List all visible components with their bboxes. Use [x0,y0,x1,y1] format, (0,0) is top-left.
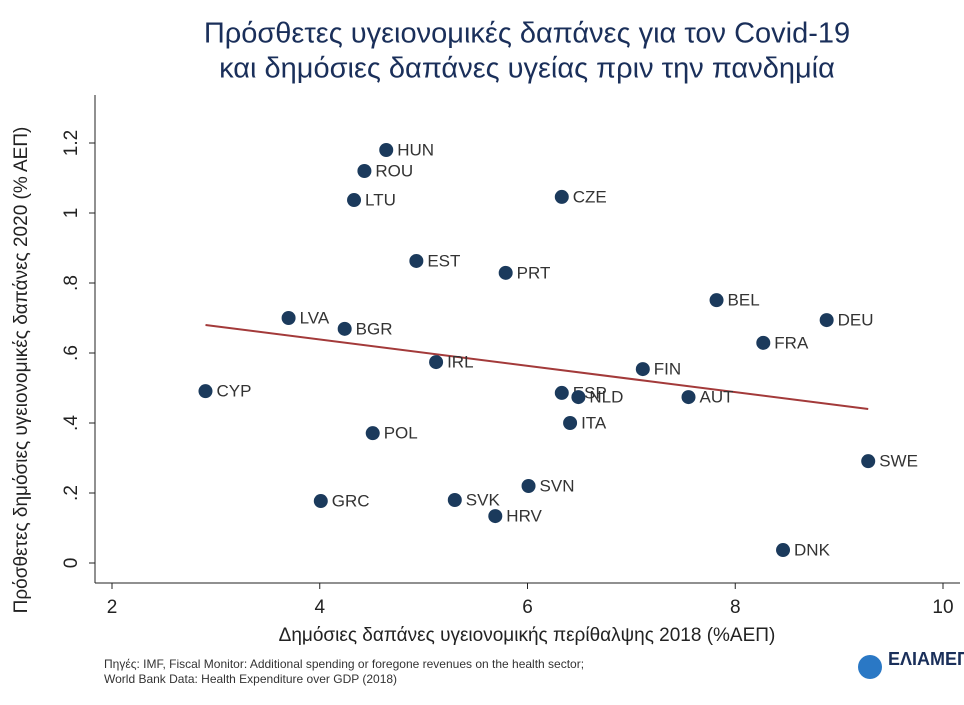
point [281,311,296,325]
point [554,189,569,204]
point-label: BGR [356,319,393,338]
x-axis-title: Δημόσιες δαπάνες υγειονομικής περίθαλψης… [279,625,776,646]
point-label: FRA [774,333,809,352]
point-label: PRT [517,263,551,282]
point [347,193,362,208]
point [313,494,328,509]
point [409,253,424,268]
point-label: AUT [700,388,734,407]
point [709,293,724,308]
point-label: FIN [654,360,681,379]
point-label: NLD [589,388,623,407]
point [337,321,352,336]
point-label: GRC [332,492,370,511]
y-tick-label: 1.2 [61,130,82,156]
x-tick-label: 8 [730,597,741,618]
point [861,454,876,469]
logo: ΕΛΙΑΜΕΠ [888,649,964,669]
chart-title: και δημόσιες δαπάνες υγείας πριν την παν… [219,53,835,85]
point-label: HRV [506,507,542,526]
point [357,164,372,178]
fit-line [205,324,869,410]
point-label: SVK [466,490,501,509]
point-label: SVN [540,476,575,495]
point [681,390,696,405]
point-label: IRL [447,353,473,372]
point-label: ROU [375,161,413,180]
point [563,416,578,430]
point [756,335,771,350]
source: World Bank Data: Health Expenditure over… [104,672,397,686]
chart-title: Πρόσθετες υγειονομικές δαπάνες για τον C… [204,18,850,50]
source: Πηγές: IMF, Fiscal Monitor: Additional s… [104,657,584,671]
point [571,390,586,405]
point [447,493,462,507]
point-label: BEL [728,291,760,310]
point-label: CZE [573,187,607,206]
point [521,479,536,493]
point [488,509,503,524]
y-tick-label: .8 [61,275,82,291]
y-tick-label: .4 [61,415,82,431]
point-label: POL [384,424,418,443]
point-label: HUN [397,140,434,159]
logo-icon [858,655,882,679]
point-label: LVA [300,308,330,327]
point [498,265,513,280]
point [198,384,213,399]
point-label: DNK [794,541,831,560]
point [819,313,834,328]
y-axis-title: Πρόσθετες δημόσιες υγειονομικές δαπάνες … [11,127,32,614]
point [776,543,791,558]
y-tick-label: 0 [61,558,82,569]
x-tick-label: 4 [314,597,325,618]
x-tick-label: 6 [522,597,533,618]
x-tick-label: 2 [107,597,118,618]
y-tick-label: .2 [61,485,82,501]
point-label: SWE [879,452,918,471]
point-label: CYP [216,382,251,401]
y-tick-label: .6 [61,345,82,361]
y-tick-label: 1 [61,208,82,219]
point [365,426,380,441]
point-label: LTU [365,191,396,210]
point-label: ITA [581,413,607,432]
x-tick-label: 10 [932,597,953,618]
point-label: EST [427,251,460,270]
point-label: DEU [838,311,874,330]
point [379,143,394,157]
point [635,362,650,377]
point [429,355,444,370]
point [554,385,569,400]
